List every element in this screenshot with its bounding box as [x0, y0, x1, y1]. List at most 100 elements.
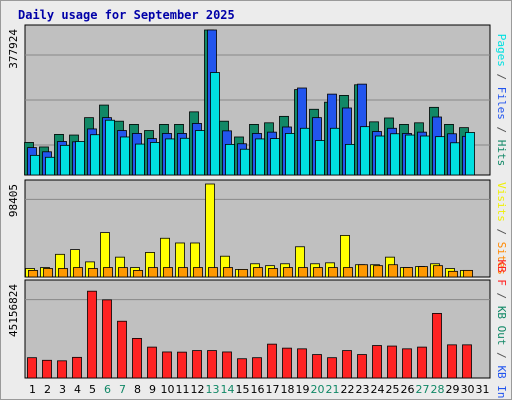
bar-pages-17: [270, 138, 280, 176]
bar-pages-26: [405, 134, 415, 176]
bar-kbf-6: [102, 299, 112, 379]
bar-kbf-13: [207, 350, 217, 379]
x-tick-29: 29: [446, 383, 460, 396]
bar-sites-4: [73, 267, 83, 278]
bar-sites-29: [448, 270, 458, 278]
x-tick-27: 27: [416, 383, 430, 396]
bar-kbf-11: [177, 351, 187, 379]
bar-kbf-16: [252, 357, 262, 379]
bar-pages-9: [150, 142, 160, 176]
bar-pages-4: [75, 141, 85, 176]
bar-sites-19: [298, 267, 308, 278]
bar-pages-10: [165, 138, 175, 176]
bar-pages-22: [345, 143, 355, 176]
bar-pages-24: [375, 135, 385, 176]
bar-sites-13: [208, 267, 218, 278]
bar-kbf-22: [342, 350, 352, 379]
bar-pages-7: [120, 136, 130, 176]
x-tick-12: 12: [191, 383, 205, 396]
x-tick-8: 8: [134, 383, 141, 396]
x-tick-20: 20: [311, 383, 325, 396]
bar-kbf-19: [297, 348, 307, 379]
top-side-label-part: Pages: [495, 34, 508, 67]
bar-pages-3: [60, 144, 70, 176]
bar-kbf-20: [312, 354, 322, 379]
bar-pages-30: [465, 132, 475, 176]
bar-kbf-23: [357, 354, 367, 379]
top-side-label-part: /: [495, 120, 508, 140]
x-tick-6: 6: [104, 383, 111, 396]
bar-kbf-3: [57, 360, 67, 379]
bot-side-label-part: KB In: [495, 365, 508, 398]
bot-side-label: KB F / KB Out / KB In: [495, 259, 508, 398]
x-tick-19: 19: [296, 383, 310, 396]
bar-pages-2: [45, 156, 55, 176]
x-tick-24: 24: [371, 383, 385, 396]
bar-sites-25: [388, 264, 398, 278]
bar-pages-5: [90, 134, 100, 176]
x-tick-14: 14: [221, 383, 235, 396]
bar-kbf-24: [372, 345, 382, 379]
bar-sites-21: [328, 267, 338, 278]
bar-kbf-7: [117, 320, 127, 379]
x-tick-23: 23: [356, 383, 370, 396]
bar-kbf-10: [162, 351, 172, 379]
x-tick-18: 18: [281, 383, 295, 396]
mid-side-label-part: /: [495, 222, 508, 242]
bar-kbf-27: [417, 346, 427, 379]
bar-sites-24: [373, 265, 383, 278]
bar-pages-14: [225, 143, 235, 176]
x-tick-2: 2: [44, 383, 51, 396]
x-tick-26: 26: [401, 383, 415, 396]
bar-sites-22: [343, 267, 353, 278]
bar-sites-23: [358, 264, 368, 278]
bar-kbf-1: [27, 357, 37, 379]
x-tick-3: 3: [59, 383, 66, 396]
bar-pages-11: [180, 137, 190, 176]
chart-title: Daily usage for September 2025: [18, 8, 235, 22]
bar-kbf-28: [432, 313, 442, 379]
bar-pages-19: [300, 127, 310, 176]
x-tick-22: 22: [341, 383, 355, 396]
bar-pages-12: [195, 130, 205, 176]
bar-sites-12: [193, 267, 203, 278]
bar-pages-28: [435, 136, 445, 176]
bar-sites-5: [88, 268, 98, 278]
bot-side-label-part: /: [495, 346, 508, 366]
bar-sites-18: [283, 267, 293, 278]
x-tick-4: 4: [74, 383, 81, 396]
top-side-label-part: /: [495, 67, 508, 87]
x-tick-15: 15: [236, 383, 250, 396]
x-tick-30: 30: [461, 383, 475, 396]
x-tick-1: 1: [29, 383, 36, 396]
x-tick-25: 25: [386, 383, 400, 396]
bar-sites-16: [253, 267, 263, 278]
x-tick-31: 31: [476, 383, 490, 396]
x-tick-7: 7: [119, 383, 126, 396]
bar-pages-16: [255, 138, 265, 176]
bar-sites-9: [148, 267, 158, 278]
x-tick-17: 17: [266, 383, 280, 396]
mid-side-label: Visits / Sites: [495, 182, 508, 275]
bar-sites-6: [103, 267, 113, 278]
bar-kbf-2: [42, 359, 52, 379]
bar-pages-25: [390, 133, 400, 176]
bar-sites-27: [418, 266, 428, 278]
x-tick-10: 10: [161, 383, 175, 396]
bot-side-label-part: KB Out: [495, 306, 508, 346]
bar-sites-26: [403, 267, 413, 278]
bar-visits-13: [205, 183, 215, 278]
bar-sites-3: [58, 268, 68, 278]
bot-side-label-part: KB F: [495, 259, 508, 286]
bar-pages-18: [285, 133, 295, 176]
bar-sites-20: [313, 267, 323, 278]
bar-pages-23: [360, 126, 370, 176]
bar-sites-7: [118, 267, 128, 278]
top-max-label: 377924: [7, 29, 20, 69]
bar-kbf-26: [402, 348, 412, 379]
bar-kbf-21: [327, 357, 337, 379]
bar-kbf-5: [87, 290, 97, 379]
bar-kbf-4: [72, 356, 82, 379]
bar-sites-11: [178, 267, 188, 278]
